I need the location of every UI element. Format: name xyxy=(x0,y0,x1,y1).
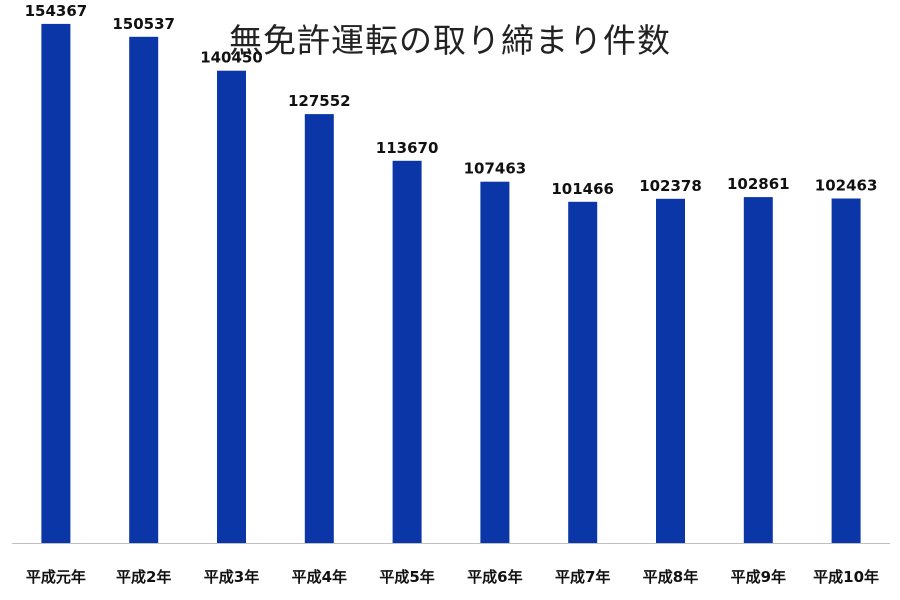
bar-2 xyxy=(129,36,159,544)
category-label-10: 平成10年 xyxy=(813,568,879,586)
bar-1 xyxy=(41,23,71,543)
chart-title: 無免許運転の取り締まり件数 xyxy=(229,21,671,60)
value-label-9: 102861 xyxy=(727,175,790,193)
value-label-8: 102378 xyxy=(639,177,702,195)
bar-9 xyxy=(743,197,773,543)
value-label-6: 107463 xyxy=(464,160,527,178)
bar-5 xyxy=(392,160,422,544)
bar-8 xyxy=(656,198,685,544)
category-label-4: 平成4年 xyxy=(292,568,347,586)
value-label-2: 150537 xyxy=(112,15,175,33)
category-label-7: 平成7年 xyxy=(555,568,610,586)
value-label-1: 154367 xyxy=(25,2,88,20)
value-label-7: 101466 xyxy=(551,180,614,198)
category-label-6: 平成6年 xyxy=(467,568,522,586)
category-label-3: 平成3年 xyxy=(204,568,259,586)
category-label-5: 平成5年 xyxy=(379,568,434,586)
value-label-4: 127552 xyxy=(288,92,351,110)
category-label-9: 平成9年 xyxy=(731,568,786,586)
category-labels-group: 平成元年 平成2年 平成3年 平成4年 平成5年 平成6年 平成7年 平成8年 平成9年 平成10… xyxy=(26,568,879,586)
bar-3 xyxy=(217,70,246,543)
bar-7 xyxy=(568,201,598,544)
bars-group xyxy=(41,23,861,544)
value-label-5: 113670 xyxy=(376,139,439,157)
value-label-10: 102463 xyxy=(815,177,878,195)
category-label-2: 平成2年 xyxy=(116,568,171,586)
category-label-8: 平成8年 xyxy=(643,568,698,586)
category-label-1: 平成元年 xyxy=(26,568,86,586)
value-labels-group: 154367 150537 140450 127552 113670 107463 1014… xyxy=(25,2,878,198)
bar-10 xyxy=(831,198,861,543)
bar-6 xyxy=(480,181,510,543)
bar-4 xyxy=(304,114,334,543)
value-label-3: 140450 xyxy=(200,49,263,67)
